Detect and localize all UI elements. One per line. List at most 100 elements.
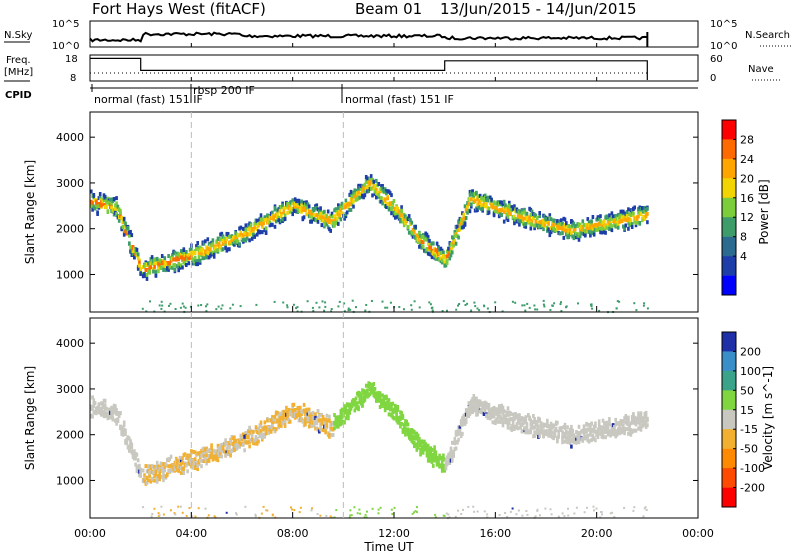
velocity-near-echo [448,516,451,519]
velocity-echo-cell [553,432,557,437]
power-echo-cell [424,237,427,242]
power-echo-cell [495,201,498,206]
power-echo-cell [456,225,459,229]
power-echo-cell [629,221,633,226]
power-echo-cell [459,221,463,226]
power-echo-cell [594,227,597,232]
power-echo-cell [239,232,243,237]
velocity-near-echo [517,509,520,512]
power-echo-cell [577,237,581,242]
power-echo-cell [388,201,392,206]
power-echo-cell [445,259,449,264]
power-near-echo [197,304,200,307]
power-echo-cell [505,212,509,217]
velocity-echo-cell [487,402,491,407]
velocity-echo-cell [454,431,458,436]
power-echo-cell [262,221,265,226]
velocity-echo-cell [506,406,510,411]
power-echo-cell [320,223,324,228]
power-echo-cell [206,237,210,242]
power-echo-cell [380,196,383,201]
power-near-echo [286,306,289,309]
power-near-echo [386,306,389,309]
power-echo-cell [93,205,97,210]
power-echo-cell [581,219,585,224]
velocity-echo-cell [202,459,206,463]
velocity-echo-cell [186,453,189,458]
velocity-echo-cell [486,415,490,420]
power-near-echo [403,308,405,311]
power-echo-cell [572,236,576,241]
power-near-echo [221,304,224,307]
power-echo-cell [177,268,180,273]
power-near-echo [428,301,431,304]
power-echo-cell [376,190,379,195]
power-echo-cell [604,230,607,235]
power-echo-cell [255,227,259,232]
power-echo-cell [196,262,199,267]
velocity-echo-cell [572,437,576,441]
beam-label: Beam 01 [355,0,422,18]
power-echo-cell [302,208,306,212]
power-echo-cell [168,264,172,269]
power-echo-cell [141,274,145,279]
velocity-echo-cell [589,432,592,437]
power-echo-cell [529,226,533,231]
power-echo-cell [90,189,93,194]
velocity-echo-cell [473,402,477,407]
velocity-echo-cell [320,421,324,426]
power-echo-cell [381,201,384,206]
velocity-colorbar-tick-label: -100 [740,462,765,475]
velocity-echo-cell [605,420,609,425]
power-echo-cell [502,219,506,224]
velocity-near-echo [393,506,396,509]
velocity-echo-cell [299,405,302,410]
velocity-echo-cell [304,416,307,421]
power-echo-cell [112,197,116,201]
velocity-echo-cell [259,428,263,433]
velocity-echo-cell [100,407,103,412]
velocity-near-echo [413,511,415,514]
velocity-echo-cell [91,414,94,419]
power-echo-cell [563,217,567,222]
velocity-echo-cell [646,423,649,428]
power-colorbar-tick-label: 16 [740,192,754,205]
power-echo-cell [139,267,142,271]
power-near-echo [633,302,636,305]
velocity-echo-cell [383,401,387,406]
power-echo-cell [520,211,524,216]
velocity-echo-cell [244,430,248,435]
velocity-near-echo [613,516,616,519]
velocity-ylabel: Slant Range [km] [23,366,37,470]
power-echo-cell [120,215,123,220]
power-near-echo [446,309,448,312]
power-echo-cell [586,227,590,232]
velocity-colorbar-swatch [722,390,736,410]
velocity-echo-cell [210,443,213,448]
power-echo-cell [306,202,310,207]
power-echo-cell [286,210,289,215]
power-echo-cell [369,186,373,191]
velocity-echo-cell [93,401,97,406]
velocity-echo-cell [150,476,154,481]
velocity-echo-cell [205,461,208,466]
velocity-near-echo [643,507,646,510]
velocity-echo-cell [587,439,591,444]
velocity-echo-cell [606,432,610,437]
x-tick-label: 00:00 [74,527,106,540]
velocity-echo-cell [480,407,483,412]
velocity-near-echo [575,506,578,509]
velocity-echo-cell [287,417,291,422]
velocity-ytick-label: 3000 [56,383,84,396]
power-echo-cell [595,217,598,222]
velocity-echo-cell [307,407,311,412]
power-echo-cell [91,200,94,205]
velocity-colorbar-tick-label: -15 [740,423,758,436]
velocity-echo-cell [121,431,125,436]
power-echo-cell [559,218,563,223]
power-echo-cell [440,260,444,265]
velocity-echo-cell [606,425,610,430]
power-echo-cell [239,225,243,230]
velocity-echo-cell [312,423,316,428]
power-echo-cell [444,263,448,268]
